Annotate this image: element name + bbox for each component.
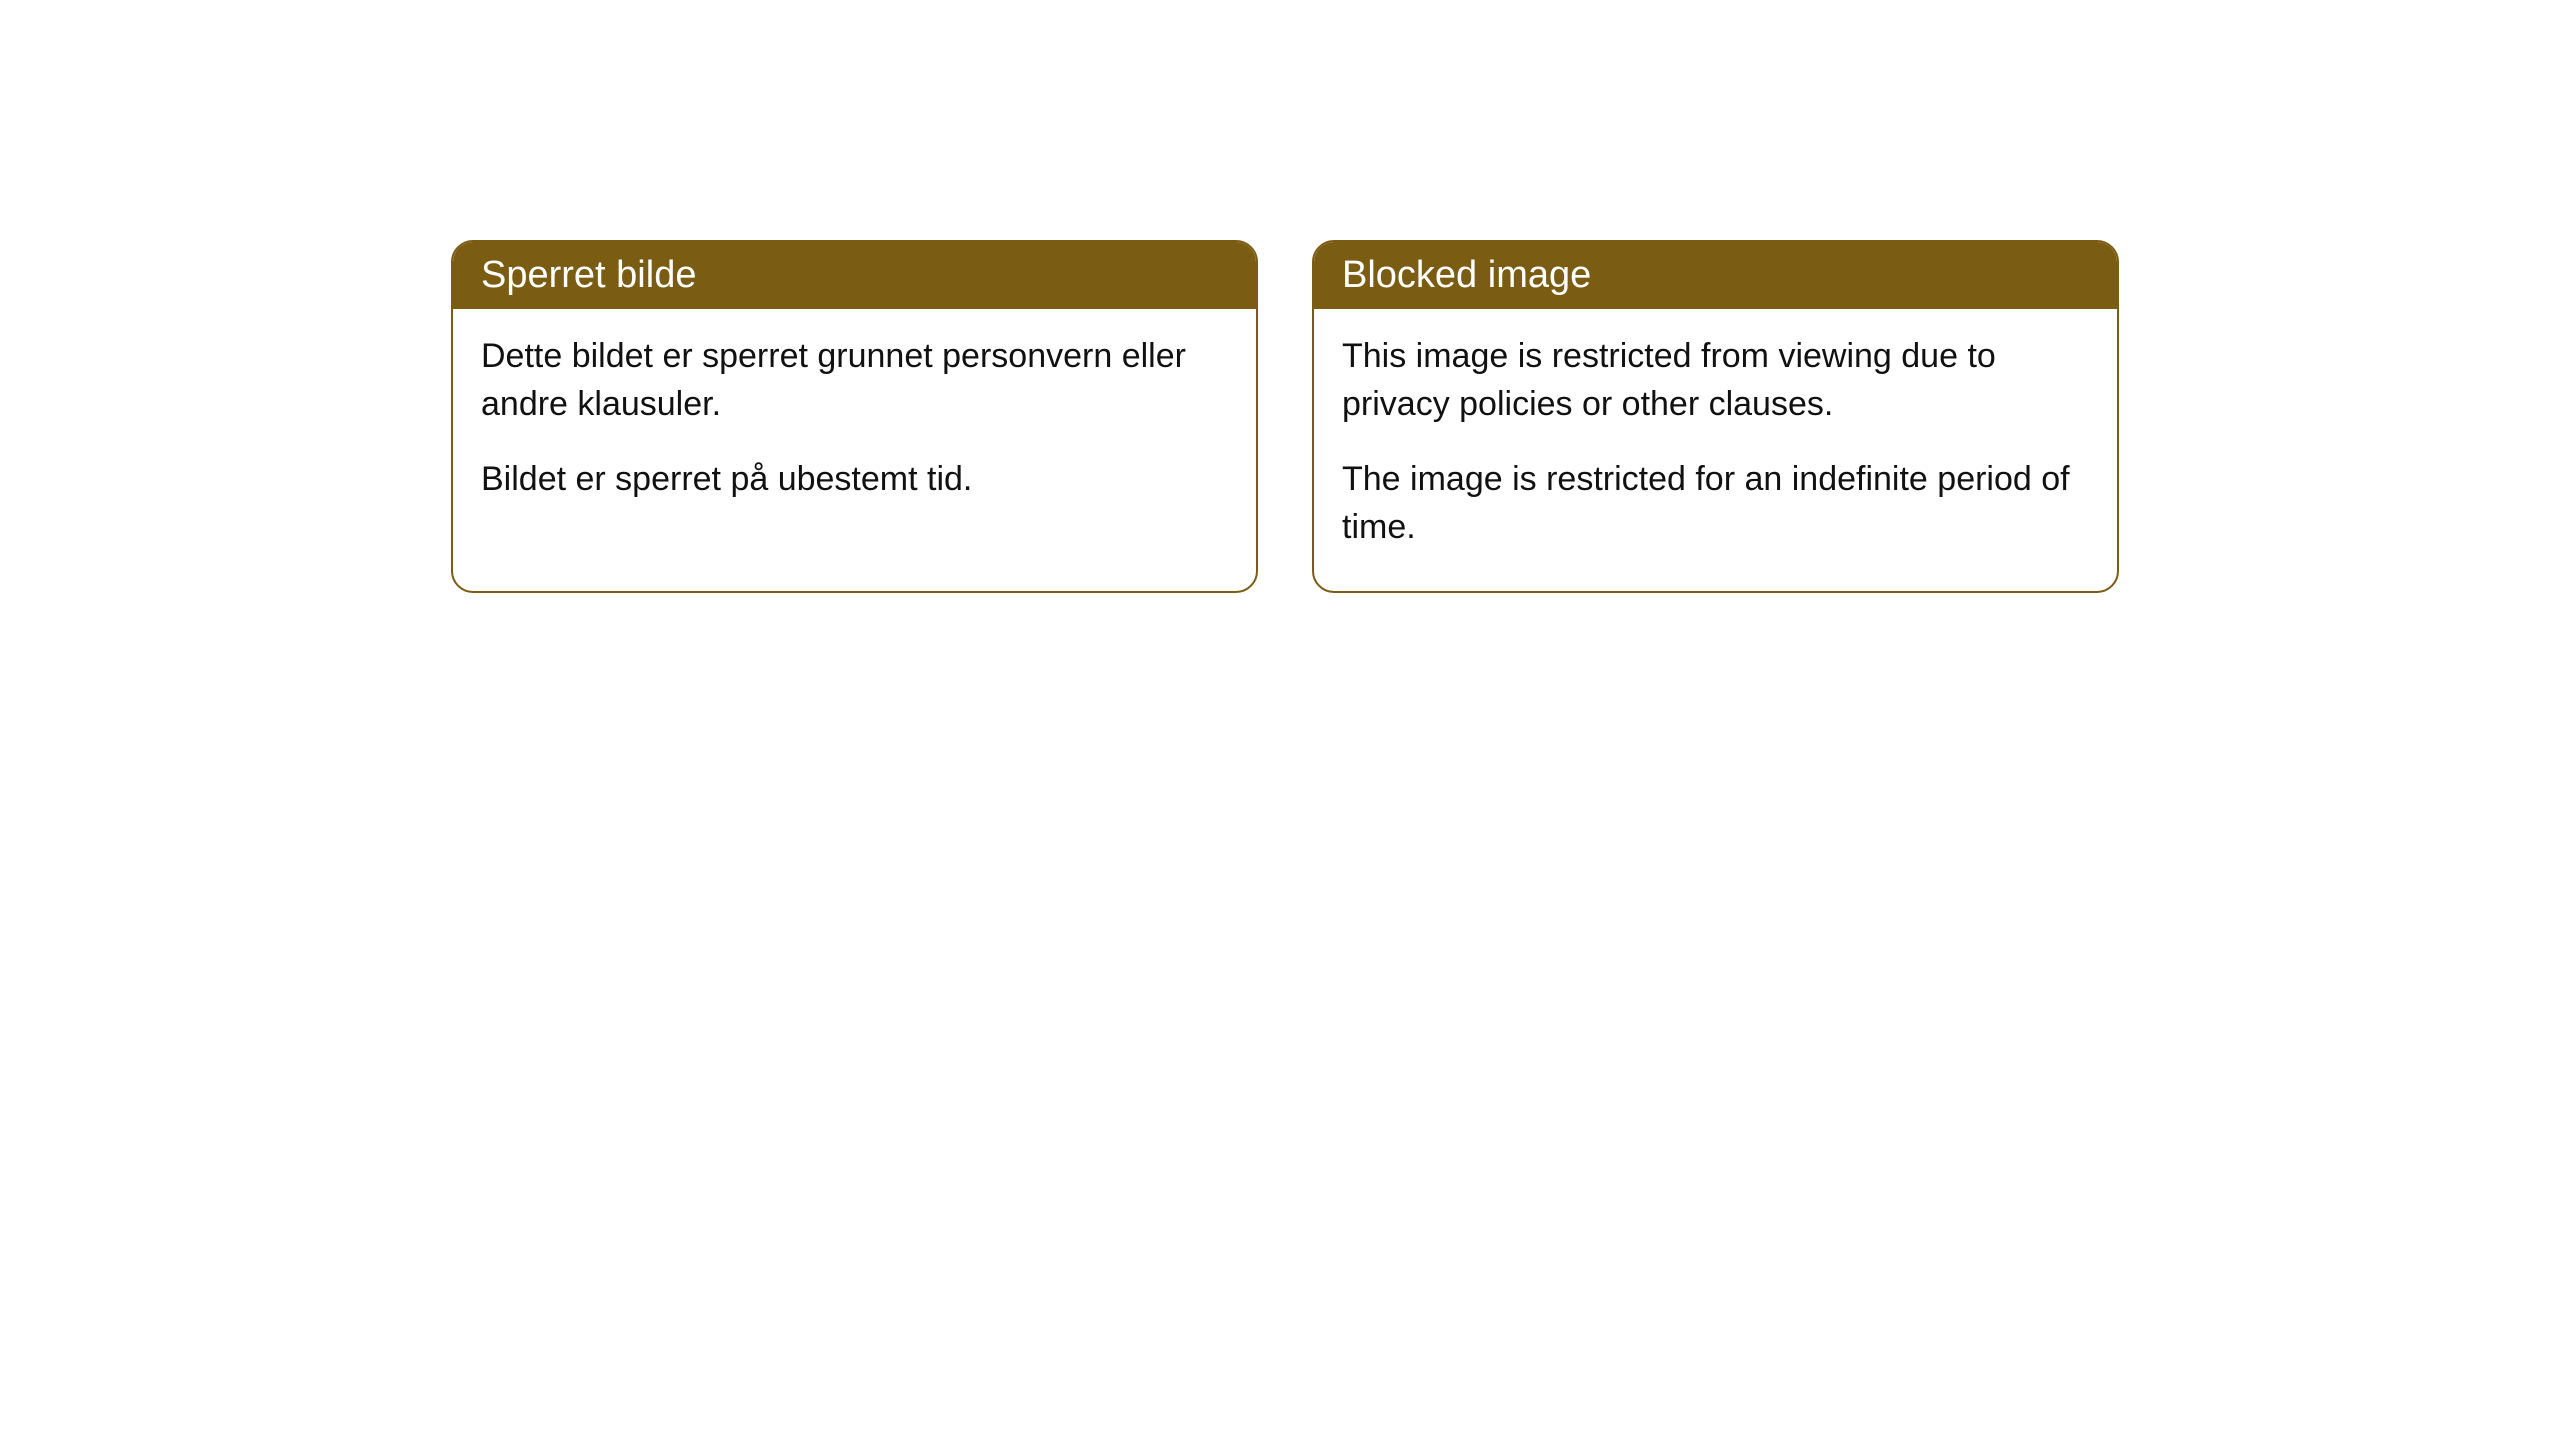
- card-paragraph-1-norwegian: Dette bildet er sperret grunnet personve…: [481, 333, 1228, 428]
- card-paragraph-1-english: This image is restricted from viewing du…: [1342, 333, 2089, 428]
- notice-container: Sperret bilde Dette bildet er sperret gr…: [0, 0, 2560, 593]
- card-title-english: Blocked image: [1342, 254, 1591, 296]
- card-paragraph-2-norwegian: Bildet er sperret på ubestemt tid.: [481, 456, 1228, 504]
- card-body-norwegian: Dette bildet er sperret grunnet personve…: [453, 309, 1256, 544]
- card-body-english: This image is restricted from viewing du…: [1314, 309, 2117, 591]
- card-paragraph-2-english: The image is restricted for an indefinit…: [1342, 456, 2089, 551]
- card-title-norwegian: Sperret bilde: [481, 254, 696, 296]
- notice-card-norwegian: Sperret bilde Dette bildet er sperret gr…: [451, 240, 1258, 593]
- notice-card-english: Blocked image This image is restricted f…: [1312, 240, 2119, 593]
- card-header-english: Blocked image: [1314, 242, 2117, 309]
- card-header-norwegian: Sperret bilde: [453, 242, 1256, 309]
